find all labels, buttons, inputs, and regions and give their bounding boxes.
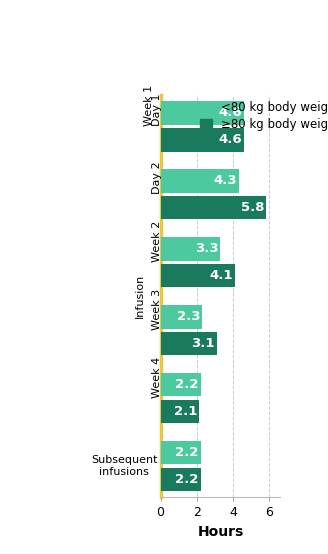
Text: Day 1: Day 1 [152,94,162,126]
Text: 4.3: 4.3 [213,175,237,187]
Text: Infusion: Infusion [135,274,145,318]
Bar [161,332,217,355]
Text: 2.1: 2.1 [174,405,197,418]
Text: Day 2: Day 2 [152,162,162,194]
Text: 5.8: 5.8 [240,201,264,214]
Bar [161,196,266,219]
Bar [161,468,200,491]
Text: Week 2: Week 2 [152,221,162,262]
X-axis label: Hours: Hours [197,525,244,539]
Text: 2.2: 2.2 [175,446,199,459]
Text: Week 4: Week 4 [152,357,162,398]
Text: Subsequent
infusions: Subsequent infusions [91,455,157,477]
Text: 2.2: 2.2 [175,473,199,486]
Bar [161,305,202,329]
Bar [161,101,244,125]
Text: Week 3: Week 3 [152,289,162,330]
Bar [161,264,235,288]
Text: 4.6: 4.6 [219,133,242,146]
Text: 2.2: 2.2 [175,378,199,391]
Bar [161,440,200,464]
Text: 3.3: 3.3 [195,242,219,255]
Text: 4.1: 4.1 [210,269,233,282]
Text: Week 1: Week 1 [144,85,154,126]
Bar [161,399,199,423]
Bar [161,237,220,260]
Bar [161,373,200,397]
Legend: <80 kg body weight at baseline, ≥80 kg body weight at baseline: <80 kg body weight at baseline, ≥80 kg b… [200,101,328,131]
Text: 2.3: 2.3 [177,310,200,323]
Text: 3.1: 3.1 [192,337,215,350]
Bar [161,169,239,193]
Text: 4.6: 4.6 [219,106,242,119]
Bar [161,128,244,151]
